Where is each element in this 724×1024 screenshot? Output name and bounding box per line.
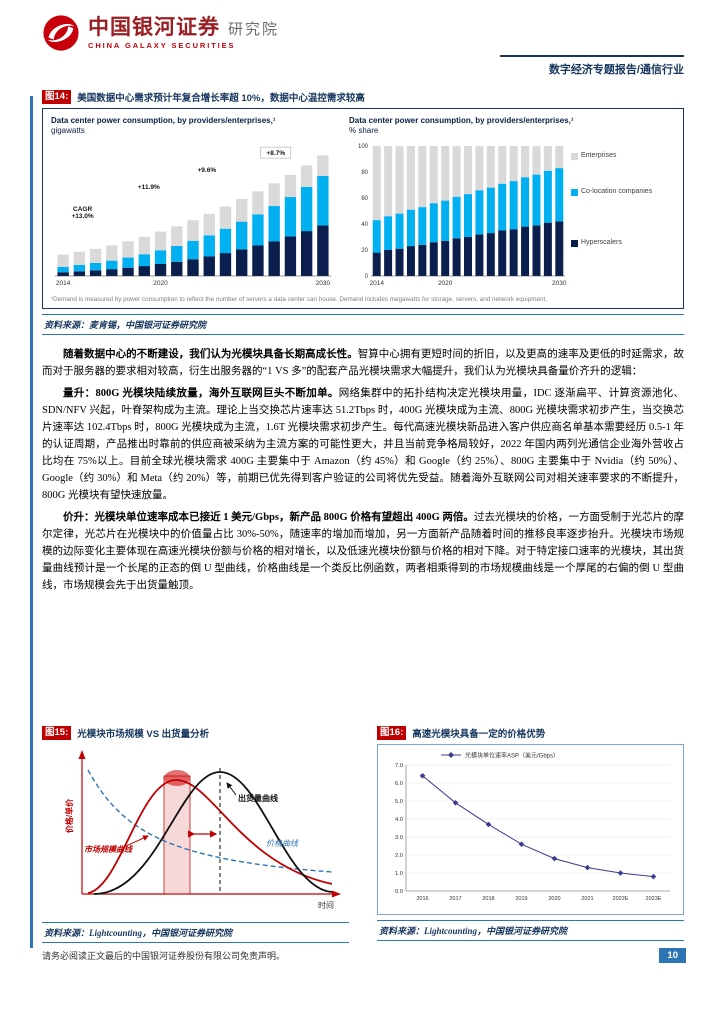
brand: 中国银河证券 研究院 CHINA GALAXY SECURITIES xyxy=(42,14,684,52)
svg-text:2019: 2019 xyxy=(515,896,527,902)
svg-text:CAGR: CAGR xyxy=(73,206,92,213)
figure-14-section: 图14: 美国数据中心需求预计年复合增长率超 10%，数据中心温控需求较高 Da… xyxy=(42,90,684,336)
svg-text:2014: 2014 xyxy=(56,280,71,287)
svg-text:7.0: 7.0 xyxy=(395,763,403,769)
shipment-curve-label: 出货量曲线 xyxy=(238,793,278,803)
svg-text:2030: 2030 xyxy=(316,280,331,287)
peak-highlight-blob xyxy=(164,770,190,786)
svg-text:光模块单位速率ASP（美元/Gbps）: 光模块单位速率ASP（美元/Gbps） xyxy=(465,752,559,760)
left-margin-rule xyxy=(30,96,33,948)
power-gw-chart-unit: gigawatts xyxy=(51,126,85,136)
price-curve xyxy=(87,769,333,873)
svg-text:100: 100 xyxy=(358,144,369,150)
svg-text:+9.6%: +9.6% xyxy=(197,167,216,174)
svg-text:2014: 2014 xyxy=(369,280,384,287)
figure-14-source: 资料来源：麦肯锡，中国银河证券研究院 xyxy=(42,314,684,336)
market-curve-label: 市场规模曲线 xyxy=(84,845,133,854)
page-number-badge: 10 xyxy=(659,948,686,963)
svg-text:0.0: 0.0 xyxy=(395,889,403,895)
figure-14-caption: 图14: 美国数据中心需求预计年复合增长率超 10%，数据中心温控需求较高 xyxy=(42,90,684,104)
footer: 请务必阅读正文最后的中国银河证券股份有限公司免责声明。 10 xyxy=(42,948,686,963)
svg-text:60: 60 xyxy=(361,196,368,202)
market-size-curve xyxy=(87,779,333,894)
figure-16-caption: 图16: 高速光模块具备一定的价格优势 xyxy=(377,726,684,740)
svg-text:+11.9%: +11.9% xyxy=(138,184,160,191)
svg-text:2023E: 2023E xyxy=(646,896,662,902)
paragraph-price: 价升：光模块单位速率成本已接近 1 美元/Gbps，新产品 800G 价格有望超… xyxy=(42,512,684,591)
power-gw-chart-block: Data center power consumption, by provid… xyxy=(51,116,337,293)
figure-16-title: 高速光模块具备一定的价格优势 xyxy=(412,729,546,740)
figure-15-title: 光模块市场规模 VS 出货量分析 xyxy=(77,729,210,740)
legend-item: Co-location companies xyxy=(571,188,655,197)
galaxy-logo-icon xyxy=(43,15,79,51)
fig15-y-axis-label: 价格/单价 xyxy=(64,798,74,833)
svg-text:4.0: 4.0 xyxy=(395,817,403,823)
svg-text:2018: 2018 xyxy=(482,896,494,902)
bottom-figures-row: 图15: 光模块市场规模 VS 出货量分析 xyxy=(42,726,684,943)
power-share-chart-title: Data center power consumption, by provid… xyxy=(349,116,619,137)
figure-15-label-chip: 图15: xyxy=(42,726,72,740)
brand-name: 中国银河证券 xyxy=(88,14,220,39)
svg-text:+8.7%: +8.7% xyxy=(266,150,285,157)
research-institute-label: 研究院 xyxy=(228,21,280,38)
optical-module-asp-chart: 0.0 1.0 2.0 3.0 4.0 5.0 6.0 7.0 2016 2017 2018 2019… xyxy=(395,752,670,902)
svg-text:2016: 2016 xyxy=(416,896,428,902)
figure-14-title: 美国数据中心需求预计年复合增长率超 10%，数据中心温控需求较高 xyxy=(77,93,365,104)
figure-16-section: 图16: 高速光模块具备一定的价格优势 0.0 1.0 2.0 3.0 4.0 5.0 6.… xyxy=(377,726,684,943)
market-size-vs-shipment-diagram: 价格/单价 市场规模曲线 出货量曲线 价格曲线 时间 xyxy=(64,750,341,910)
svg-text:80: 80 xyxy=(361,170,368,176)
power-share-chart-legend: Enterprises Co-location companies Hypersca… xyxy=(567,140,655,288)
datacenter-power-share-chart: 0 20 40 60 80 100 2014 2020 2030 xyxy=(358,144,567,287)
figure-15-caption: 图15: 光模块市场规模 VS 出货量分析 xyxy=(42,726,349,740)
svg-text:5.0: 5.0 xyxy=(395,799,403,805)
figure-14-footnote: ¹Demand is measured by power consumption… xyxy=(51,295,547,303)
svg-text:2020: 2020 xyxy=(438,280,453,287)
legend-item: Enterprises xyxy=(571,152,655,160)
figure-15-source: 资料来源：Lightcounting，中国银河证券研究院 xyxy=(42,922,349,943)
svg-text:2021: 2021 xyxy=(581,896,593,902)
svg-text:40: 40 xyxy=(361,222,368,228)
figure-16-label-chip: 图16: xyxy=(377,726,407,740)
svg-text:20: 20 xyxy=(361,248,368,254)
power-share-chart-unit: % share xyxy=(349,126,379,136)
brand-text: 中国银河证券 研究院 CHINA GALAXY SECURITIES xyxy=(88,14,280,51)
svg-text:+13.0%: +13.0% xyxy=(71,213,93,220)
svg-text:2020: 2020 xyxy=(153,280,168,287)
svg-text:2030: 2030 xyxy=(552,280,567,287)
figure-14-chart-box: Data center power consumption, by provid… xyxy=(42,108,684,310)
legend-item: Hyperscalers xyxy=(571,239,655,247)
figure-16-source: 资料来源：Lightcounting，中国银河证券研究院 xyxy=(377,920,684,941)
svg-text:3.0: 3.0 xyxy=(395,835,403,841)
svg-text:2.0: 2.0 xyxy=(395,853,403,859)
power-gw-chart-title: Data center power consumption, by provid… xyxy=(51,116,321,137)
svg-text:6.0: 6.0 xyxy=(395,781,403,787)
datacenter-power-gw-chart: 2014 2020 2030 CAGR+13.0% +11.9% +9.6% +8.7% xyxy=(55,146,331,287)
svg-text:2017: 2017 xyxy=(449,896,461,902)
svg-text:0: 0 xyxy=(365,274,369,280)
power-share-chart-block: Data center power consumption, by provid… xyxy=(349,116,675,293)
figure-14-label-chip: 图14: xyxy=(42,90,72,104)
paragraph-volume: 量升：800G 光模块陆续放量，海外互联网巨头不断加单。网络集群中的拓扑结构决定… xyxy=(42,388,684,501)
svg-text:2022E: 2022E xyxy=(613,896,629,902)
header: 中国银河证券 研究院 CHINA GALAXY SECURITIES 数字经济专题… xyxy=(42,14,684,84)
svg-text:1.0: 1.0 xyxy=(395,871,403,877)
fig15-x-axis-label: 时间 xyxy=(318,900,334,910)
figure-15-section: 图15: 光模块市场规模 VS 出货量分析 xyxy=(42,726,349,943)
svg-text:2020: 2020 xyxy=(548,896,560,902)
brand-name-en: CHINA GALAXY SECURITIES xyxy=(88,41,236,51)
shipment-curve xyxy=(93,771,333,895)
figure-16-chart-box: 0.0 1.0 2.0 3.0 4.0 5.0 6.0 7.0 2016 2017 2018 2019… xyxy=(377,744,684,915)
paragraph-intro: 随着数据中心的不断建设，我们认为光模块具备长期高成长性。智算中心拥有更短时间的折… xyxy=(42,349,685,377)
footer-disclaimer: 请务必阅读正文最后的中国银河证券股份有限公司免责声明。 xyxy=(42,951,286,961)
report-tag: 数字经济专题报告/通信行业 xyxy=(500,55,684,77)
body-text: 随着数据中心的不断建设，我们认为光模块具备长期高成长性。智算中心拥有更短时间的折… xyxy=(42,346,684,599)
price-curve-label: 价格曲线 xyxy=(266,839,299,848)
